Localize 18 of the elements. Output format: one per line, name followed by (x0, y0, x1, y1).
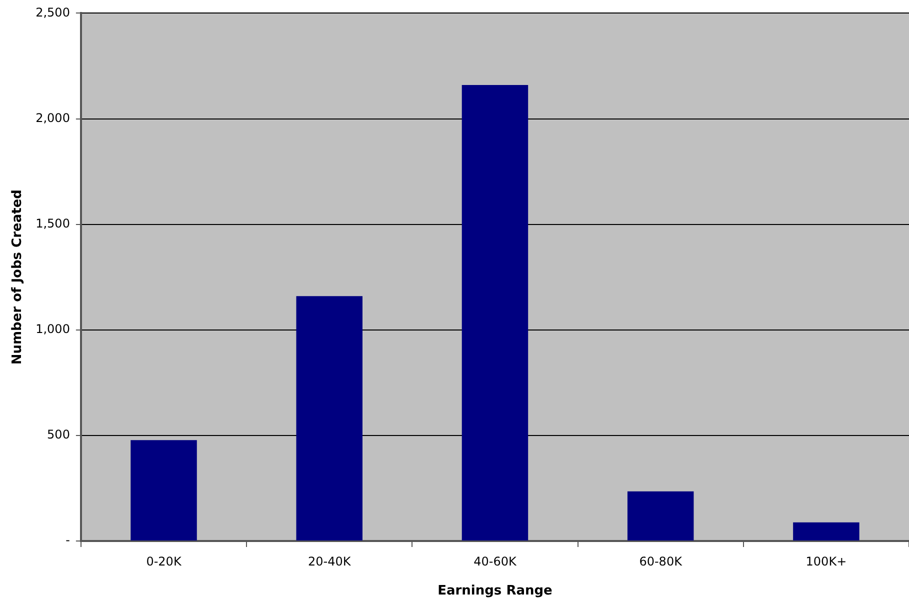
y-tick-label: 2,000 (36, 110, 70, 125)
x-tick-label: 100K+ (806, 554, 847, 568)
y-tick-label: 2,500 (36, 5, 70, 20)
bar (793, 522, 860, 540)
x-tick-label: 20-40K (308, 554, 352, 568)
y-tick-label: 1,500 (36, 216, 70, 230)
bar (627, 491, 694, 540)
bar (462, 84, 528, 540)
x-axis-title: Earnings Range (438, 584, 553, 599)
bar (130, 440, 197, 540)
y-tick-label: - (66, 533, 70, 548)
x-tick-label: 0-20K (146, 554, 182, 568)
y-tick-label: 500 (47, 428, 70, 442)
y-axis-title: Number of Jobs Created (10, 190, 26, 365)
y-tick-label: 1,000 (36, 322, 70, 336)
x-tick-label: 60-80K (639, 554, 684, 568)
bar (296, 296, 362, 540)
x-tick-label: 40-60K (474, 554, 518, 568)
